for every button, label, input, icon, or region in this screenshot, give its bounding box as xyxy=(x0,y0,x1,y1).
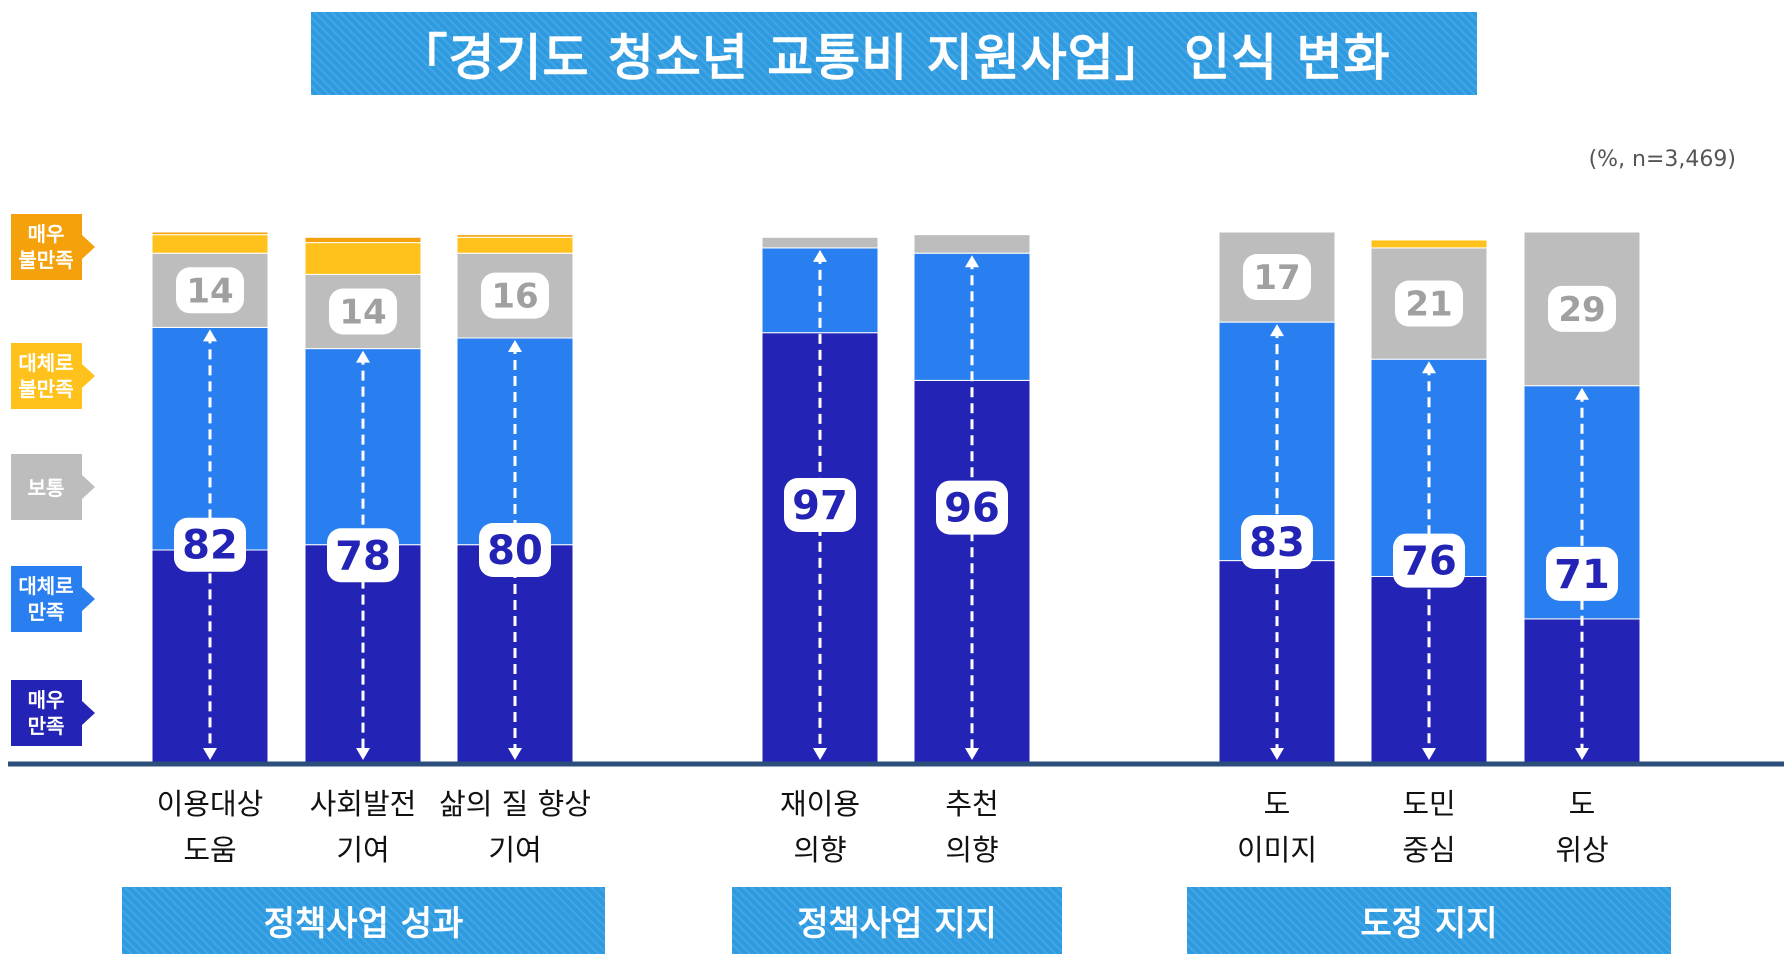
satisfied-arrow-head-up-0 xyxy=(203,329,217,342)
satisfied-arrow-head-up-7 xyxy=(1575,387,1589,400)
legend-tag-somewhat_satisfied xyxy=(11,566,95,632)
satisfied-arrow-head-down-2 xyxy=(508,748,522,760)
bar-segment-somewhat_dissatisfied-6 xyxy=(1370,239,1488,249)
category-label-0-line-0: 이용대상 xyxy=(157,787,264,821)
category-label-1-line-0: 사회발전 xyxy=(310,787,417,821)
bar-segment-very_dissatisfied-2 xyxy=(456,234,574,238)
legend-label-neutral-0: 보통 xyxy=(28,476,65,500)
satisfied-arrow-head-down-6 xyxy=(1422,748,1436,760)
neutral-value-label-6: 21 xyxy=(1405,285,1452,325)
bar-segment-somewhat_satisfied-1 xyxy=(304,348,422,546)
bar-segment-very_satisfied-7 xyxy=(1523,618,1641,763)
satisfied-label-box-2 xyxy=(479,523,551,577)
satisfied-total-label-6: 76 xyxy=(1401,539,1457,585)
satisfied-label-box-0 xyxy=(174,517,246,572)
category-label-6-line-0: 도민 xyxy=(1402,787,1455,821)
chart-title-banner: 「경기도 청소년 교통비 지원사업」 인식 변화 xyxy=(311,12,1477,95)
category-label-2-line-1: 기여 xyxy=(488,833,541,867)
bar-segment-somewhat_dissatisfied-1 xyxy=(304,242,422,275)
satisfied-arrow-head-down-4 xyxy=(965,748,979,760)
legend-tag-neutral xyxy=(11,454,95,520)
satisfied-total-label-1: 78 xyxy=(335,533,391,579)
satisfied-arrow-head-up-2 xyxy=(508,340,522,352)
satisfied-label-box-1 xyxy=(327,528,399,583)
satisfied-arrow-head-up-3 xyxy=(813,249,827,262)
satisfied-label-box-7 xyxy=(1546,546,1618,601)
neutral-label-box-5 xyxy=(1243,254,1311,301)
satisfied-arrow-head-up-5 xyxy=(1270,324,1284,337)
bar-segment-very_dissatisfied-0 xyxy=(151,231,269,236)
category-label-4-line-0: 추천 xyxy=(945,787,998,821)
neutral-label-box-0 xyxy=(176,267,244,314)
legend-label-very_satisfied-0: 매우 xyxy=(28,688,65,712)
category-label-1-line-1: 기여 xyxy=(336,833,389,867)
neutral-label-box-1 xyxy=(329,288,397,335)
satisfied-label-box-3 xyxy=(784,477,856,532)
category-label-4-line-1: 의향 xyxy=(945,833,998,867)
neutral-label-box-6 xyxy=(1395,280,1463,327)
satisfied-total-label-4: 96 xyxy=(944,486,1000,532)
legend-tag-somewhat_dissatisfied xyxy=(11,343,95,409)
legend-tag-very_satisfied xyxy=(11,680,95,746)
category-label-3-line-1: 의향 xyxy=(793,833,846,867)
neutral-label-box-2 xyxy=(481,272,549,319)
bar-segment-somewhat_dissatisfied-0 xyxy=(151,234,269,254)
satisfied-label-box-6 xyxy=(1393,533,1465,588)
group-band-2: 도정 지지 xyxy=(1187,887,1671,954)
satisfied-total-label-5: 83 xyxy=(1249,520,1305,566)
group-band-0: 정책사업 성과 xyxy=(122,887,605,954)
satisfied-arrow-head-up-1 xyxy=(356,350,370,363)
legend-label-somewhat_satisfied-0: 대체로 xyxy=(18,574,73,598)
satisfied-total-label-3: 97 xyxy=(792,483,848,529)
category-label-6-line-1: 중심 xyxy=(1402,833,1455,867)
satisfied-arrow-head-down-7 xyxy=(1575,748,1589,760)
satisfied-arrow-head-down-3 xyxy=(813,748,827,760)
bar-segment-neutral-4 xyxy=(913,234,1031,254)
legend-tag-very_dissatisfied xyxy=(11,214,95,280)
legend-label-somewhat_dissatisfied-1: 불만족 xyxy=(18,377,73,401)
legend-label-very_dissatisfied-1: 불만족 xyxy=(18,248,73,272)
neutral-value-label-5: 17 xyxy=(1253,258,1300,298)
satisfied-label-box-5 xyxy=(1241,515,1313,570)
category-label-5-line-0: 도 xyxy=(1264,787,1291,821)
unit-note: (%, n=3,469) xyxy=(1588,147,1736,172)
bar-segment-somewhat_dissatisfied-2 xyxy=(456,236,574,254)
legend-label-somewhat_dissatisfied-0: 대체로 xyxy=(18,351,73,375)
satisfied-label-box-4 xyxy=(936,480,1008,535)
group-label-1: 정책사업 지지 xyxy=(797,904,997,944)
satisfied-arrow-head-down-5 xyxy=(1270,748,1284,760)
group-band-1: 정책사업 지지 xyxy=(732,887,1062,954)
category-label-0-line-1: 도움 xyxy=(183,833,236,867)
satisfied-total-label-2: 80 xyxy=(487,528,543,574)
category-label-7-line-1: 위상 xyxy=(1555,833,1608,867)
group-label-2: 도정 지지 xyxy=(1360,904,1498,944)
legend-label-very_dissatisfied-0: 매우 xyxy=(28,222,65,246)
legend-label-somewhat_satisfied-1: 만족 xyxy=(28,600,65,624)
chart-title: 「경기도 청소년 교통비 지원사업」 인식 변화 xyxy=(397,28,1391,87)
category-label-3-line-0: 재이용 xyxy=(780,787,860,821)
neutral-value-label-0: 14 xyxy=(186,271,233,311)
neutral-value-label-2: 16 xyxy=(491,277,538,317)
category-label-2-line-0: 삶의 질 향상 xyxy=(439,787,591,821)
satisfied-total-label-7: 71 xyxy=(1554,552,1610,598)
bar-segment-neutral-3 xyxy=(761,236,879,249)
category-label-7-line-0: 도 xyxy=(1569,787,1596,821)
group-label-0: 정책사업 성과 xyxy=(263,904,464,944)
satisfied-arrow-head-down-0 xyxy=(203,748,217,760)
neutral-label-box-7 xyxy=(1548,285,1616,332)
neutral-value-label-7: 29 xyxy=(1558,290,1605,330)
legend-label-very_satisfied-1: 만족 xyxy=(28,714,65,738)
neutral-value-label-1: 14 xyxy=(339,293,386,333)
satisfied-arrow-head-up-4 xyxy=(965,255,979,268)
category-label-5-line-1: 이미지 xyxy=(1237,833,1317,867)
satisfied-arrow-head-up-6 xyxy=(1422,361,1436,374)
satisfied-total-label-0: 82 xyxy=(182,523,238,569)
satisfied-arrow-head-down-1 xyxy=(356,748,370,760)
bar-segment-very_dissatisfied-1 xyxy=(304,236,422,244)
